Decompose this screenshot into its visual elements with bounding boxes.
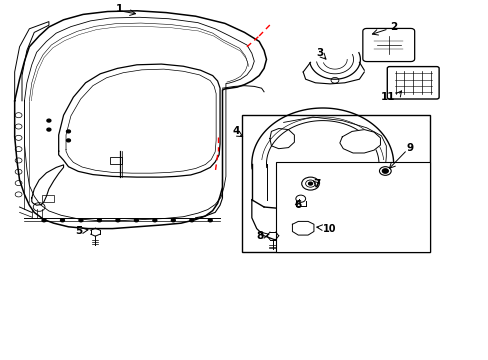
Circle shape bbox=[97, 219, 101, 222]
Text: 7: 7 bbox=[312, 179, 320, 189]
FancyBboxPatch shape bbox=[386, 67, 438, 99]
Polygon shape bbox=[32, 165, 63, 205]
Circle shape bbox=[308, 182, 312, 185]
Text: 1: 1 bbox=[116, 4, 123, 14]
Circle shape bbox=[171, 219, 175, 222]
Text: 6: 6 bbox=[294, 200, 301, 210]
Text: 9: 9 bbox=[406, 143, 412, 153]
Text: 2: 2 bbox=[389, 22, 396, 32]
Bar bbox=[242, 115, 429, 252]
Text: 3: 3 bbox=[316, 48, 323, 58]
Circle shape bbox=[47, 119, 51, 122]
Circle shape bbox=[116, 219, 120, 222]
Bar bbox=[110, 157, 122, 164]
Text: 8: 8 bbox=[256, 231, 264, 241]
Circle shape bbox=[42, 219, 46, 222]
Circle shape bbox=[382, 169, 387, 173]
FancyBboxPatch shape bbox=[362, 28, 414, 62]
Circle shape bbox=[47, 128, 51, 131]
Text: 4: 4 bbox=[231, 126, 239, 136]
Circle shape bbox=[79, 219, 83, 222]
Polygon shape bbox=[59, 64, 220, 177]
Circle shape bbox=[208, 219, 212, 222]
Circle shape bbox=[66, 130, 70, 133]
Bar bbox=[41, 195, 54, 202]
Text: 5: 5 bbox=[75, 226, 82, 236]
Text: 11: 11 bbox=[380, 92, 394, 102]
Circle shape bbox=[66, 139, 70, 142]
Polygon shape bbox=[339, 130, 380, 153]
Circle shape bbox=[61, 219, 64, 222]
Circle shape bbox=[134, 219, 138, 222]
Circle shape bbox=[189, 219, 193, 222]
Circle shape bbox=[153, 219, 157, 222]
Bar bbox=[276, 162, 429, 252]
Text: 10: 10 bbox=[322, 224, 336, 234]
